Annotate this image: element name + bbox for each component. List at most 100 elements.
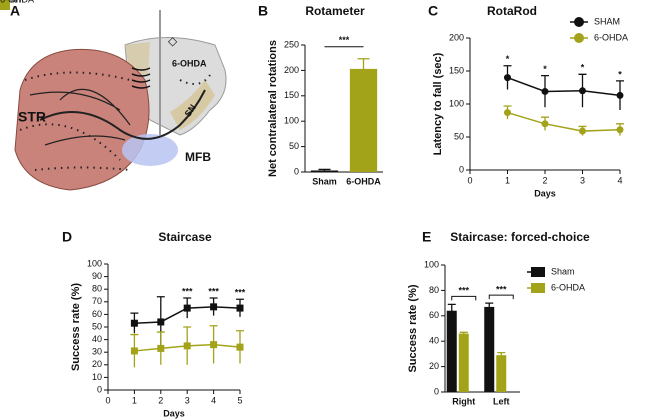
- error-bar: [459, 331, 468, 335]
- marker: [210, 303, 218, 311]
- legend-swatch: [574, 17, 584, 27]
- y-tick-label: 50: [92, 321, 102, 331]
- legend-swatch: [531, 283, 545, 293]
- panel-label: A: [10, 3, 20, 19]
- x-tick-label: 6-OHDA: [346, 176, 381, 186]
- region-label: 6-OHDA: [172, 58, 207, 68]
- x-tick-label: 3: [185, 395, 190, 405]
- y-tick-label: 150: [284, 90, 299, 100]
- marker: [183, 342, 191, 350]
- marker: [541, 87, 549, 95]
- marker: [504, 74, 511, 82]
- legend-swatch: [574, 33, 584, 43]
- x-tick-label: 0: [467, 175, 472, 185]
- region-label: MFB: [185, 150, 211, 164]
- significance-bracket: [488, 294, 514, 300]
- legend-label: Sham: [551, 266, 575, 276]
- pathway: [39, 89, 206, 140]
- x-tick-label: Right: [452, 396, 475, 406]
- y-axis-label: Success rate (%): [407, 284, 419, 372]
- marker: [130, 347, 138, 355]
- bar: [446, 310, 457, 392]
- symbol: ◇: [168, 34, 178, 48]
- x-tick-label: 3: [580, 175, 585, 185]
- marker: [579, 87, 586, 95]
- legend-label: 6-OHDA: [0, 0, 34, 4]
- chart-title: Staircase: [158, 230, 212, 244]
- fibers: [29, 89, 131, 146]
- y-tick-label: 60: [429, 310, 439, 320]
- error-bar: [447, 303, 456, 318]
- chart-title: Staircase: forced-choice: [450, 230, 590, 244]
- y-tick-label: 50: [454, 131, 464, 141]
- legend-swatch: [0, 0, 10, 10]
- panel-label: C: [428, 3, 438, 19]
- annotation: ***: [458, 286, 469, 296]
- annotation: ***: [235, 288, 246, 298]
- legend-label: 6-OHDA: [551, 282, 585, 292]
- marker: [504, 109, 511, 117]
- annotation: *: [543, 64, 547, 74]
- y-axis-label: Net contralateral rotations: [267, 40, 279, 177]
- x-tick-label: 0: [105, 395, 110, 405]
- series-line: [507, 111, 621, 132]
- x-tick-label: 2: [158, 395, 163, 405]
- y-tick-label: 0: [459, 164, 464, 174]
- y-axis-label: Latency to fall (sec): [432, 52, 444, 155]
- error-bar: [357, 58, 370, 80]
- y-tick-label: 10: [92, 372, 102, 382]
- error-bar: [318, 168, 331, 172]
- x-tick-label: 4: [211, 395, 216, 405]
- y-tick-label: 100: [449, 98, 464, 108]
- y-tick-label: 80: [429, 285, 439, 295]
- y-tick-label: 60: [92, 309, 102, 319]
- annotation: ***: [182, 286, 193, 296]
- x-tick-label: 1: [132, 395, 137, 405]
- legend-swatch: [531, 267, 545, 277]
- annotation: ***: [496, 284, 507, 294]
- marker: [210, 341, 218, 349]
- error-bar: [485, 302, 494, 311]
- y-tick-label: 50: [289, 141, 299, 151]
- bar: [496, 355, 507, 392]
- bar: [349, 68, 378, 172]
- marker: [130, 319, 138, 327]
- panel-label: E: [422, 229, 431, 245]
- y-tick-label: 90: [92, 271, 102, 281]
- x-axis-label: Days: [534, 188, 556, 198]
- y-tick-label: 70: [92, 296, 102, 306]
- legend-label: SHAM: [594, 16, 620, 26]
- x-tick-label: Sham: [312, 176, 337, 186]
- injection-lines: [131, 67, 151, 89]
- y-tick-label: 30: [92, 347, 102, 357]
- y-tick-label: 250: [284, 39, 299, 49]
- chart-title: RotaRod: [487, 4, 537, 18]
- annotation: ***: [208, 286, 219, 296]
- annotation: ***: [339, 35, 350, 45]
- y-tick-label: 100: [87, 258, 102, 268]
- marker: [541, 120, 549, 128]
- x-tick-label: 4: [617, 175, 622, 185]
- bar: [458, 333, 469, 392]
- panel-label: B: [258, 3, 268, 19]
- marker: [157, 344, 165, 352]
- marker: [579, 127, 586, 135]
- x-axis-label: Days: [163, 408, 185, 418]
- series-line: [507, 76, 621, 97]
- y-tick-label: 150: [449, 65, 464, 75]
- y-tick-label: 100: [284, 116, 299, 126]
- x-tick-label: Left: [493, 396, 510, 406]
- marker: [157, 318, 165, 326]
- x-tick-label: 2: [542, 175, 547, 185]
- mfb: [122, 134, 178, 166]
- y-tick-label: 200: [284, 65, 299, 75]
- x-tick-label: 5: [237, 395, 242, 405]
- y-tick-label: 0: [434, 386, 439, 396]
- annotation: *: [618, 69, 622, 79]
- y-tick-label: 40: [429, 336, 439, 346]
- y-tick-label: 80: [92, 284, 102, 294]
- y-axis-label: Success rate (%): [70, 283, 82, 371]
- panel-a-drawing: A STR 6-OHDA SN MFB ◇: [10, 3, 227, 191]
- marker: [183, 304, 191, 312]
